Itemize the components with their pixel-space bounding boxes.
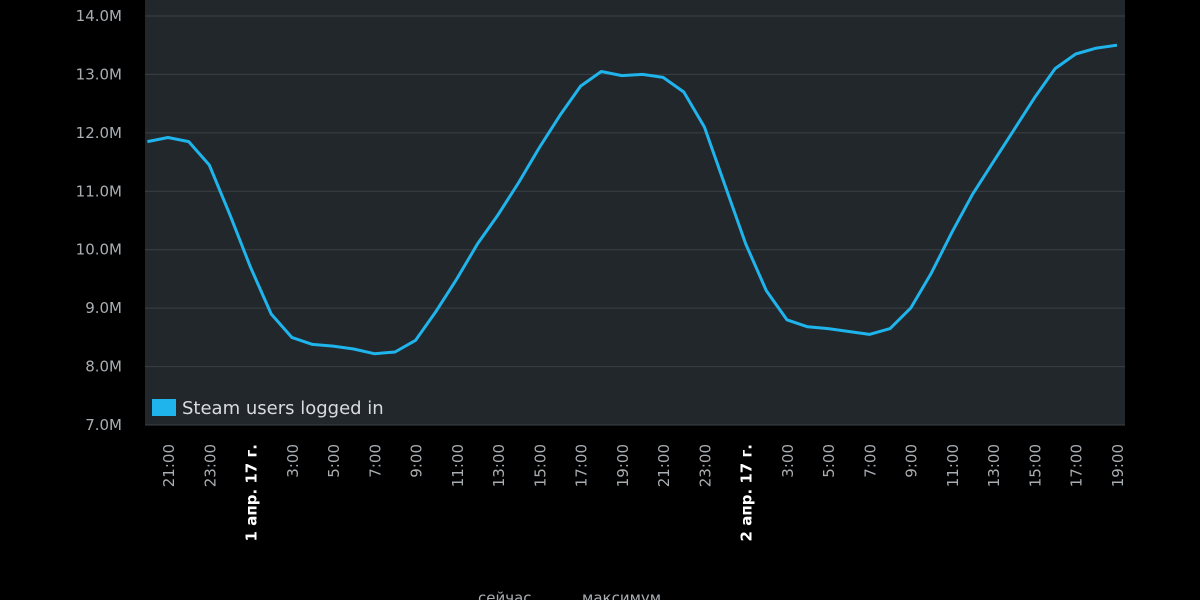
y-tick-label: 7.0M bbox=[85, 416, 122, 434]
x-tick-label: 3:00 bbox=[779, 444, 797, 478]
y-tick-label: 8.0M bbox=[85, 358, 122, 376]
y-tick-label: 11.0M bbox=[76, 182, 122, 200]
x-tick-label: 5:00 bbox=[325, 444, 343, 478]
x-tick-label: 9:00 bbox=[408, 444, 426, 478]
x-tick-label: 7:00 bbox=[861, 444, 879, 478]
x-tick-label: 13:00 bbox=[490, 444, 508, 487]
x-tick-label: 21:00 bbox=[160, 444, 178, 487]
x-tick-label: 1 апр. 17 г. bbox=[243, 444, 261, 541]
x-tick-label: 19:00 bbox=[1109, 444, 1127, 487]
footer-label: сейчас bbox=[478, 589, 532, 600]
legend-swatch bbox=[152, 399, 176, 416]
x-tick-label: 13:00 bbox=[985, 444, 1003, 487]
y-tick-label: 12.0M bbox=[76, 124, 122, 142]
y-tick-label: 9.0M bbox=[85, 299, 122, 317]
plot-area bbox=[145, 0, 1125, 425]
footer-label: максимум bbox=[582, 589, 661, 600]
x-tick-label: 17:00 bbox=[1068, 444, 1086, 487]
line bbox=[147, 43, 1118, 356]
x-tick-label: 19:00 bbox=[614, 444, 632, 487]
y-tick-label: 10.0M bbox=[76, 241, 122, 259]
x-tick-label: 5:00 bbox=[820, 444, 838, 478]
x-tick-label: 15:00 bbox=[531, 444, 549, 487]
x-tick-label: 11:00 bbox=[449, 444, 467, 487]
x-tick-label: 17:00 bbox=[573, 444, 591, 487]
y-tick-label: 13.0M bbox=[76, 65, 122, 83]
x-tick-label: 2 апр. 17 г. bbox=[738, 444, 756, 541]
x-tick-label: 23:00 bbox=[696, 444, 714, 487]
x-tick-label: 21:00 bbox=[655, 444, 673, 487]
x-tick-label: 3:00 bbox=[284, 444, 302, 478]
x-tick-label: 7:00 bbox=[366, 444, 384, 478]
x-tick-label: 23:00 bbox=[201, 444, 219, 487]
legend-label: Steam users logged in bbox=[182, 398, 384, 419]
x-tick-label: 9:00 bbox=[903, 444, 921, 478]
x-tick-label: 11:00 bbox=[944, 444, 962, 487]
y-tick-label: 14.0M bbox=[76, 7, 122, 25]
x-tick-label: 15:00 bbox=[1026, 444, 1044, 487]
